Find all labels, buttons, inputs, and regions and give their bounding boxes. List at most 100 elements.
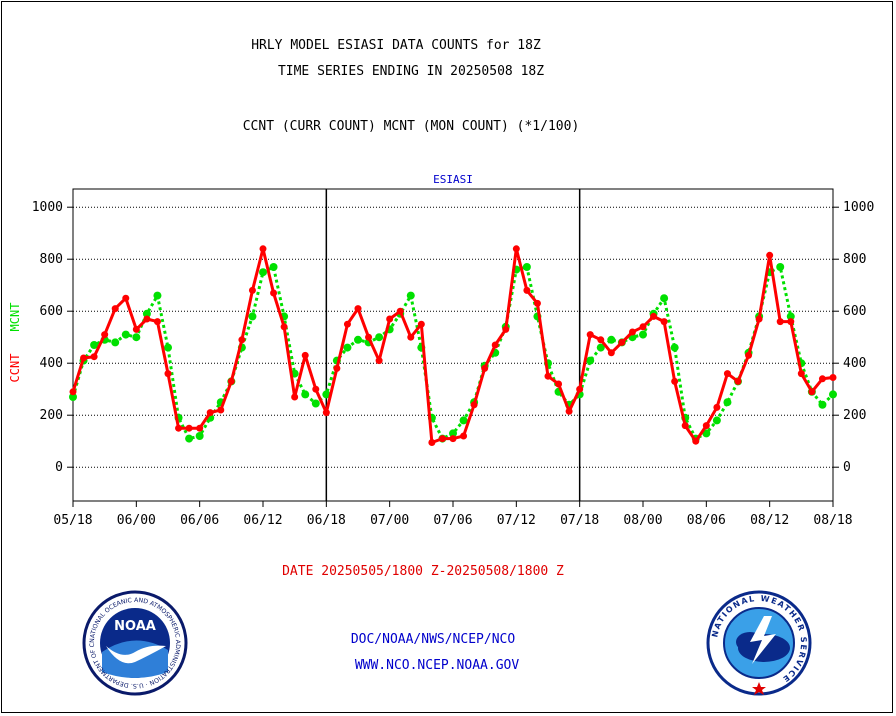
data-point-ccnt: [407, 333, 415, 341]
data-point-ccnt: [618, 338, 626, 346]
data-point-ccnt: [734, 377, 742, 385]
data-point-mcnt: [354, 335, 362, 344]
data-point-ccnt: [164, 370, 172, 378]
data-point-ccnt: [460, 432, 468, 440]
data-point-mcnt: [596, 343, 605, 352]
y-axis-label-mcnt: MCNT: [8, 303, 22, 332]
data-point-ccnt: [343, 320, 351, 328]
data-point-mcnt: [702, 429, 711, 438]
data-point-ccnt: [523, 286, 531, 294]
data-point-ccnt: [555, 380, 563, 388]
data-point-mcnt: [818, 400, 827, 409]
data-point-mcnt: [670, 343, 679, 352]
y-tick-label-right: 0: [843, 460, 851, 475]
data-point-ccnt: [375, 357, 383, 365]
data-point-ccnt: [713, 403, 721, 411]
footer-url[interactable]: WWW.NCO.NCEP.NOAA.GOV: [354, 658, 520, 673]
data-point-mcnt: [301, 390, 310, 399]
chart-title-line2: TIME SERIES ENDING IN 20250508 18Z: [277, 64, 545, 79]
y-tick-label-right: 400: [843, 356, 866, 371]
data-point-mcnt: [311, 399, 320, 408]
y-tick-label-left: 800: [40, 252, 63, 267]
data-point-ccnt: [90, 353, 98, 361]
data-point-ccnt: [449, 435, 457, 443]
data-point-mcnt: [269, 263, 278, 271]
date-range: DATE 20250505/1800 Z-20250508/1800 Z: [282, 564, 564, 579]
data-point-ccnt: [533, 299, 541, 307]
x-tick-label: 07/06: [433, 513, 472, 528]
data-point-mcnt: [164, 343, 172, 352]
data-point-ccnt: [660, 318, 668, 326]
data-point-mcnt: [248, 312, 257, 321]
noaa-logo-text: NOAA: [114, 619, 156, 634]
data-point-ccnt: [248, 286, 256, 294]
data-point-mcnt: [90, 341, 99, 349]
data-point-ccnt: [312, 385, 320, 393]
panel-title: ESIASI: [433, 173, 473, 186]
data-point-ccnt: [132, 325, 140, 333]
data-point-mcnt: [586, 356, 595, 365]
data-point-ccnt: [565, 407, 573, 415]
y-tick-label-left: 600: [40, 304, 63, 319]
data-point-ccnt: [259, 245, 267, 253]
data-point-mcnt: [786, 312, 795, 321]
data-point-ccnt: [776, 318, 784, 326]
chart-title: HRLY MODEL ESIASI DATA COUNTS for 18Z: [251, 38, 541, 53]
data-point-mcnt: [449, 429, 457, 438]
data-point-ccnt: [417, 320, 425, 328]
data-point-ccnt: [270, 289, 278, 297]
data-point-mcnt: [459, 416, 468, 425]
x-tick-label: 08/18: [813, 513, 852, 528]
data-point-ccnt: [502, 325, 510, 333]
data-point-mcnt: [259, 268, 267, 277]
data-point-ccnt: [153, 318, 161, 326]
data-point-ccnt: [365, 333, 373, 341]
data-point-mcnt: [660, 294, 669, 303]
data-point-mcnt: [185, 434, 194, 443]
data-point-mcnt: [153, 291, 162, 300]
x-tick-label: 08/06: [687, 513, 726, 528]
data-point-ccnt: [576, 385, 584, 393]
x-tick-label: 06/12: [243, 513, 282, 528]
data-point-mcnt: [776, 263, 785, 271]
data-point-ccnt: [122, 294, 130, 302]
y-tick-label-right: 200: [843, 408, 866, 423]
data-point-ccnt: [818, 375, 826, 383]
footer-org: DOC/NOAA/NWS/NCEP/NCO: [350, 632, 516, 647]
data-point-ccnt: [639, 323, 647, 331]
data-point-ccnt: [175, 424, 183, 432]
data-point-ccnt: [745, 351, 753, 359]
x-tick-label: 07/18: [560, 513, 599, 528]
x-tick-label: 06/18: [307, 513, 346, 528]
data-point-mcnt: [723, 398, 732, 407]
data-point-ccnt: [607, 349, 615, 357]
data-point-ccnt: [227, 377, 235, 385]
y-tick-label-right: 600: [843, 304, 866, 319]
data-point-ccnt: [386, 315, 394, 323]
data-point-ccnt: [111, 305, 119, 313]
data-point-ccnt: [544, 372, 552, 380]
chart-subtitle: CCNT (CURR COUNT) MCNT (MON COUNT) (*1/1…: [242, 119, 580, 134]
x-tick-label: 07/00: [370, 513, 409, 528]
data-point-ccnt: [723, 370, 731, 378]
data-point-mcnt: [829, 390, 837, 399]
data-point-mcnt: [712, 416, 721, 425]
data-point-ccnt: [586, 331, 594, 339]
data-point-ccnt: [206, 409, 214, 417]
nws-logo-icon: NATIONAL WEATHER SERVICE: [706, 590, 812, 696]
data-point-mcnt: [142, 309, 151, 318]
data-point-ccnt: [217, 406, 225, 414]
data-point-ccnt: [597, 336, 605, 344]
y-tick-label-left: 0: [55, 460, 63, 475]
data-point-ccnt: [787, 318, 795, 326]
y-tick-label-left: 400: [40, 356, 63, 371]
data-point-ccnt: [671, 377, 679, 385]
y-tick-label-left: 1000: [32, 200, 63, 215]
data-point-ccnt: [702, 422, 710, 430]
noaa-logo-icon: NOAA NATIONAL OCEANIC AND ATMOSPHERIC AD…: [82, 590, 188, 696]
data-point-mcnt: [195, 432, 204, 440]
data-point-mcnt: [607, 335, 616, 344]
data-point-ccnt: [481, 364, 489, 372]
